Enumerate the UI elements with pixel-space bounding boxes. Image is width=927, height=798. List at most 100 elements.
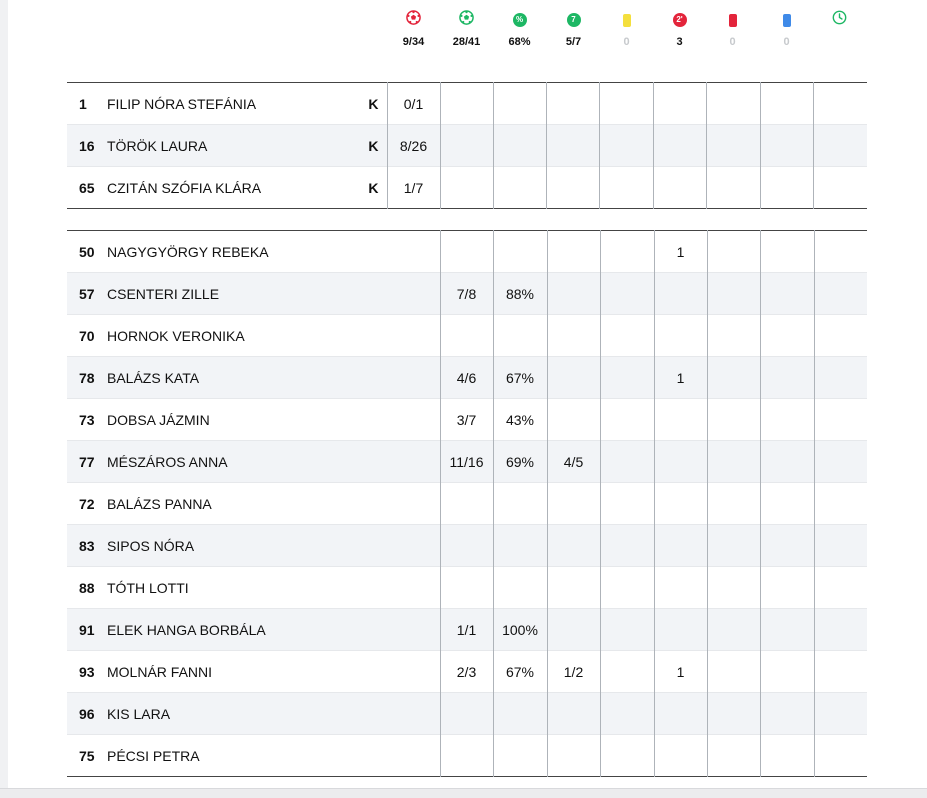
table-row[interactable]: 96 KIS LARA (67, 692, 867, 735)
red-card-cell (706, 566, 760, 609)
stats-header: 9/34 28/41 % 68% 7 5/7 0 2' 3 0 0 (0, 10, 927, 60)
player-name[interactable]: SIPOS NÓRA (107, 524, 440, 567)
goalkeeper-badge: K (368, 95, 379, 112)
goals-cell (439, 314, 493, 357)
stat-cell (545, 82, 599, 125)
player-name[interactable]: TÖRÖK LAURA (107, 124, 337, 167)
yellow-card-cell (599, 230, 654, 273)
stat-cell (812, 82, 867, 125)
percent-cell: 67% (492, 650, 547, 693)
two-minute-cell: 1 (653, 230, 707, 273)
seven-meter-cell (546, 482, 600, 525)
stat-value: 9/34 (402, 36, 425, 48)
stat-cell (652, 82, 706, 125)
seven-meter-cell (546, 734, 600, 777)
horizontal-scrollbar[interactable] (0, 788, 927, 798)
seven-meter-cell: 1/2 (546, 650, 600, 693)
percent-cell (492, 482, 547, 525)
clock-icon (832, 10, 847, 30)
percent-cell: 69% (492, 440, 547, 483)
jersey-number: 75 (67, 734, 107, 777)
table-row[interactable]: 73 DOBSA JÁZMIN 3/7 43% (67, 398, 867, 441)
percent-cell (492, 314, 547, 357)
player-name[interactable]: BALÁZS KATA (107, 356, 440, 399)
table-row[interactable]: 70 HORNOK VERONIKA (67, 314, 867, 357)
stat-cell (439, 124, 493, 167)
stat-cell (598, 82, 653, 125)
goals-cell: 4/6 (439, 356, 493, 399)
red-card-cell (706, 314, 760, 357)
player-name[interactable]: CZITÁN SZÓFIA KLÁRA (107, 166, 337, 209)
goalkeepers-table: 1 FILIP NÓRA STEFÁNIA K 0/1 16 TÖRÖK LAURA K 8/… (67, 82, 867, 209)
stat-seven-meter: 7 5/7 (547, 10, 600, 48)
table-row[interactable]: 75 PÉCSI PETRA (67, 734, 867, 777)
stat-cell (598, 124, 653, 167)
two-minute-cell (653, 482, 707, 525)
percent-cell: 88% (492, 272, 547, 315)
jersey-number: 91 (67, 608, 107, 651)
stat-cell (492, 124, 546, 167)
table-row[interactable]: 16 TÖRÖK LAURA K 8/26 (67, 124, 867, 167)
seven-meter-icon: 7 (566, 13, 581, 27)
stat-cell (492, 82, 546, 125)
yellow-card-cell (599, 608, 654, 651)
player-name[interactable]: DOBSA JÁZMIN (107, 398, 440, 441)
ball-red-icon (406, 10, 421, 30)
player-name[interactable]: CSENTERI ZILLE (107, 272, 440, 315)
table-row[interactable]: 83 SIPOS NÓRA (67, 524, 867, 567)
jersey-number: 50 (79, 243, 95, 260)
time-cell (813, 692, 867, 735)
percent-cell: 43% (492, 398, 547, 441)
blue-card-cell (759, 356, 814, 399)
table-row[interactable]: 93 MOLNÁR FANNI 2/3 67% 1/2 1 (67, 650, 867, 693)
time-cell (813, 650, 867, 693)
seven-meter-cell (546, 398, 600, 441)
player-name[interactable]: HORNOK VERONIKA (107, 314, 440, 357)
red-card-cell (706, 692, 760, 735)
jersey-number: 88 (67, 566, 107, 609)
table-row[interactable]: 50 NAGYGYÖRGY REBEKA 1 (67, 230, 867, 273)
stat-saves: 9/34 (387, 10, 440, 48)
stat-value: 28/41 (452, 36, 481, 48)
table-row[interactable]: 88 TÓTH LOTTI (67, 566, 867, 609)
yellow-card-cell (599, 524, 654, 567)
player-name[interactable]: MÉSZÁROS ANNA (107, 440, 440, 483)
player-name[interactable]: FILIP NÓRA STEFÁNIA (107, 95, 257, 112)
goals-cell (439, 734, 493, 777)
table-row[interactable]: 78 BALÁZS KATA 4/6 67% 1 (67, 356, 867, 399)
jersey-number: 73 (67, 398, 107, 441)
player-name[interactable]: KIS LARA (107, 692, 440, 735)
red-card-cell (706, 230, 760, 273)
blue-card-cell (759, 734, 814, 777)
percent-cell (492, 692, 547, 735)
player-name[interactable]: MOLNÁR FANNI (107, 650, 440, 693)
table-row[interactable]: 72 BALÁZS PANNA (67, 482, 867, 525)
stat-cell (705, 82, 760, 125)
stat-blue-card: 0 (760, 10, 813, 48)
percent-cell (492, 230, 547, 273)
left-page-strip (0, 0, 8, 797)
percent-cell: 67% (492, 356, 547, 399)
table-row[interactable]: 1 FILIP NÓRA STEFÁNIA K 0/1 (67, 82, 867, 125)
table-row[interactable]: 57 CSENTERI ZILLE 7/8 88% (67, 272, 867, 315)
blue-card-cell (759, 524, 814, 567)
stat-value: 0 (623, 36, 630, 48)
player-name[interactable]: NAGYGYÖRGY REBEKA (107, 243, 269, 260)
player-name[interactable]: BALÁZS PANNA (107, 482, 440, 525)
player-name[interactable]: PÉCSI PETRA (107, 734, 440, 777)
player-name[interactable]: TÓTH LOTTI (107, 566, 440, 609)
goals-cell: 3/7 (439, 398, 493, 441)
seven-meter-cell (546, 524, 600, 567)
table-row[interactable]: 65 CZITÁN SZÓFIA KLÁRA K 1/7 (67, 166, 867, 209)
percent-cell (492, 566, 547, 609)
red-card-icon (728, 13, 737, 27)
time-cell (813, 398, 867, 441)
table-row[interactable]: 91 ELEK HANGA BORBÁLA 1/1 100% (67, 608, 867, 651)
seven-meter-cell (546, 356, 600, 399)
seven-meter-cell: 4/5 (546, 440, 600, 483)
goals-cell (439, 692, 493, 735)
stat-value: 0 (783, 36, 790, 48)
table-row[interactable]: 77 MÉSZÁROS ANNA 11/16 69% 4/5 (67, 440, 867, 483)
jersey-number: 72 (67, 482, 107, 525)
player-name[interactable]: ELEK HANGA BORBÁLA (107, 608, 440, 651)
